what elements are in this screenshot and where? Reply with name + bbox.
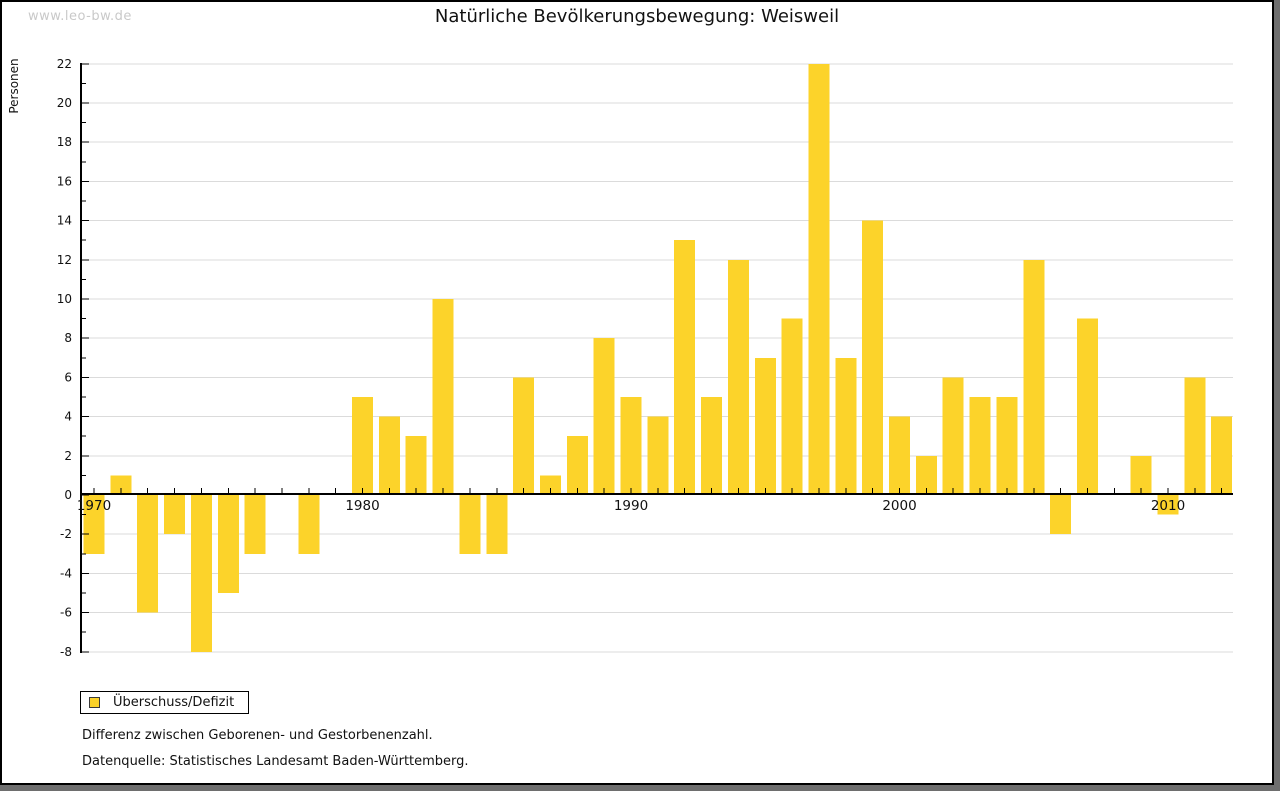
y-tick-label: -8 [60, 645, 72, 659]
bar-1984 [459, 495, 481, 554]
bar-1974 [190, 495, 212, 652]
legend-swatch-icon [89, 697, 100, 708]
bar-1982 [405, 436, 427, 495]
y-tick-label: -2 [60, 527, 72, 541]
bar-1985 [486, 495, 508, 554]
y-tick-label: 18 [57, 135, 72, 149]
bar-1970 [83, 495, 105, 554]
bar-chart: -8 -6 -4 -2 0 2 4 6 8 10 12 14 16 18 20 22 1970 1980 1990 2… [57, 57, 1233, 659]
legend-label: Überschuss/Defizit [113, 695, 235, 710]
bar-1986 [513, 377, 535, 495]
bar-1990 [620, 397, 642, 495]
axes [80, 62, 1233, 653]
x-tick-label-1970: 1970 [77, 498, 111, 514]
legend-box: Überschuss/Defizit [80, 691, 250, 714]
y-tick-label: 14 [57, 214, 72, 228]
y-tick-label: -4 [60, 566, 72, 580]
bar-1983 [432, 299, 454, 495]
bar-1971 [110, 475, 132, 495]
bar-1991 [647, 416, 669, 495]
bar-2006 [1050, 495, 1072, 535]
bar-1975 [217, 495, 239, 593]
footnote-source: Datenquelle: Statistisches Landesamt Bad… [82, 754, 469, 769]
bar-2005 [1023, 259, 1045, 495]
bar-2007 [1076, 318, 1098, 495]
bar-2001 [915, 455, 937, 495]
y-tick-label: 8 [64, 331, 72, 345]
x-tick-label-2000: 2000 [882, 498, 916, 514]
gridlines [81, 63, 1233, 653]
x-tick-label-2010: 2010 [1151, 498, 1185, 514]
page-title: Natürliche Bevölkerungsbewegung: Weiswei… [434, 6, 840, 27]
bar-1987 [539, 475, 561, 495]
bar-2002 [942, 377, 964, 495]
bar-1996 [781, 318, 803, 495]
bar-1999 [862, 220, 884, 495]
bar-1978 [298, 495, 320, 554]
y-tick-label: 6 [64, 370, 72, 384]
bars [83, 63, 1233, 652]
y-tick-label: 22 [57, 57, 72, 71]
y-tick-label: 0 [64, 488, 72, 502]
y-tick-label: 4 [64, 410, 72, 424]
x-ticks [93, 488, 1223, 493]
bar-1995 [754, 357, 776, 495]
y-tick-label: -6 [60, 606, 72, 620]
bar-1980 [352, 397, 373, 495]
watermark: www.leo-bw.de [28, 9, 132, 24]
y-tick-label: 10 [57, 292, 72, 306]
bar-2003 [969, 397, 991, 495]
y-tick-label: 16 [57, 174, 72, 188]
y-tick-label: 2 [64, 449, 72, 463]
bar-2000 [889, 416, 910, 495]
bar-1992 [674, 240, 696, 495]
bar-1981 [378, 416, 400, 495]
bar-1972 [137, 495, 159, 613]
footnote-definition: Differenz zwischen Geborenen- und Gestor… [82, 728, 433, 743]
bar-1988 [566, 436, 588, 495]
bar-2010 [1157, 495, 1179, 515]
bar-1989 [593, 338, 615, 495]
bar-1997 [808, 63, 830, 496]
x-tick-label-1990: 1990 [614, 498, 648, 514]
bar-1994 [727, 259, 749, 495]
bar-1976 [244, 495, 266, 554]
x-tick-label-1980: 1980 [345, 498, 379, 514]
bar-2011 [1184, 377, 1206, 495]
y-tick-labels: -8 -6 -4 -2 0 2 4 6 8 10 12 14 16 18 20 22 [57, 57, 72, 659]
bar-2009 [1130, 455, 1152, 495]
bar-2012 [1211, 416, 1233, 495]
bar-1998 [835, 357, 857, 495]
bar-1993 [701, 397, 723, 495]
y-tick-label: 20 [57, 96, 72, 110]
x-tick-labels: 1970 1980 1990 2000 2010 [77, 498, 1185, 514]
bar-2004 [996, 397, 1018, 495]
y-ticks [82, 63, 89, 653]
bar-1973 [164, 495, 186, 535]
y-tick-label: 12 [57, 253, 72, 267]
